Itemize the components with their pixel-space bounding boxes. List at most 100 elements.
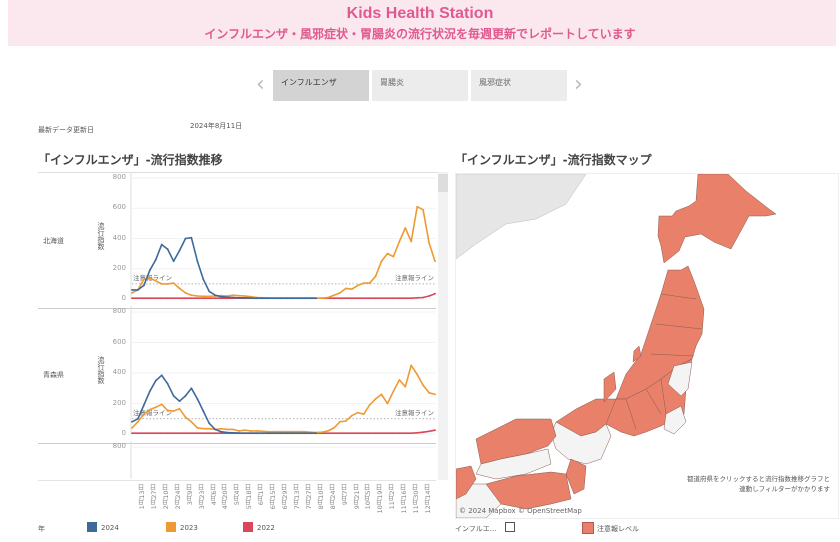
data-point-2023[interactable] bbox=[160, 403, 163, 406]
data-point-2023[interactable] bbox=[327, 296, 329, 299]
data-point-2023[interactable] bbox=[339, 292, 341, 294]
data-point-2023[interactable] bbox=[285, 430, 288, 433]
data-point-2024[interactable] bbox=[297, 297, 300, 300]
data-point-2024[interactable] bbox=[238, 296, 240, 299]
data-point-2023[interactable] bbox=[202, 295, 205, 298]
data-point-2023[interactable] bbox=[333, 427, 335, 429]
data-point-2024[interactable] bbox=[238, 432, 240, 434]
data-point-2024[interactable] bbox=[255, 297, 258, 300]
data-point-2023[interactable] bbox=[350, 414, 353, 417]
data-point-2022[interactable] bbox=[428, 430, 430, 433]
legend-label-2022[interactable]: 2022 bbox=[257, 524, 275, 532]
data-point-2023[interactable] bbox=[279, 430, 282, 433]
data-point-2024[interactable] bbox=[232, 296, 234, 299]
data-point-2022[interactable] bbox=[208, 297, 211, 300]
data-point-2022[interactable] bbox=[172, 432, 175, 435]
data-point-2024[interactable] bbox=[243, 296, 246, 299]
prefecture-honshu-north[interactable] bbox=[615, 265, 705, 400]
data-point-2024[interactable] bbox=[137, 289, 139, 291]
data-point-2024[interactable] bbox=[214, 294, 217, 297]
data-point-2023[interactable] bbox=[386, 252, 389, 255]
chevron-left-icon[interactable]: ‹ bbox=[256, 72, 265, 97]
data-point-2022[interactable] bbox=[154, 297, 157, 300]
data-point-2023[interactable] bbox=[356, 411, 359, 414]
data-point-2023[interactable] bbox=[208, 427, 211, 430]
data-point-2022[interactable] bbox=[434, 429, 436, 432]
data-point-2022[interactable] bbox=[214, 297, 217, 300]
data-point-2024[interactable] bbox=[297, 432, 300, 435]
data-point-2024[interactable] bbox=[208, 290, 211, 293]
data-point-2023[interactable] bbox=[249, 295, 252, 298]
data-point-2022[interactable] bbox=[380, 297, 383, 300]
prefecture-sado[interactable] bbox=[632, 345, 642, 363]
chevron-right-icon[interactable]: › bbox=[574, 72, 583, 97]
data-point-2023[interactable] bbox=[208, 295, 211, 298]
data-point-2024[interactable] bbox=[279, 297, 282, 300]
data-point-2022[interactable] bbox=[422, 431, 425, 434]
data-point-2023[interactable] bbox=[398, 240, 401, 243]
data-point-2024[interactable] bbox=[190, 387, 193, 390]
data-point-2024[interactable] bbox=[184, 237, 187, 240]
data-point-2023[interactable] bbox=[243, 295, 246, 297]
data-point-2023[interactable] bbox=[137, 420, 139, 423]
data-point-2024[interactable] bbox=[148, 390, 151, 393]
data-point-2022[interactable] bbox=[184, 297, 187, 300]
facet-label-hokkaido[interactable]: 北海道 bbox=[43, 237, 64, 245]
data-point-2022[interactable] bbox=[422, 296, 425, 299]
data-point-2024[interactable] bbox=[291, 297, 294, 300]
data-point-2022[interactable] bbox=[362, 297, 365, 300]
data-point-2023[interactable] bbox=[291, 430, 294, 433]
data-point-2023[interactable] bbox=[321, 297, 324, 300]
data-point-2023[interactable] bbox=[374, 398, 377, 400]
data-point-2023[interactable] bbox=[380, 393, 383, 396]
data-point-2023[interactable] bbox=[410, 240, 413, 243]
data-point-2022[interactable] bbox=[339, 297, 341, 300]
data-point-2022[interactable] bbox=[154, 432, 157, 435]
prefecture-map[interactable]: 都道府県をクリックすると流行指数推移グラフと 連動しフィルターがかかります © … bbox=[455, 173, 839, 519]
data-point-2022[interactable] bbox=[410, 297, 413, 300]
data-point-2023[interactable] bbox=[422, 208, 425, 211]
data-point-2024[interactable] bbox=[267, 432, 270, 435]
data-point-2023[interactable] bbox=[131, 292, 133, 294]
data-point-2023[interactable] bbox=[255, 430, 258, 432]
data-point-2023[interactable] bbox=[428, 391, 430, 394]
data-point-2023[interactable] bbox=[339, 420, 341, 423]
data-point-2022[interactable] bbox=[202, 432, 205, 435]
data-point-2023[interactable] bbox=[392, 390, 395, 393]
data-point-2024[interactable] bbox=[261, 432, 264, 435]
data-point-2023[interactable] bbox=[267, 430, 270, 433]
data-point-2024[interactable] bbox=[243, 432, 246, 435]
data-point-2024[interactable] bbox=[249, 297, 252, 299]
prefecture-kyushu[interactable] bbox=[456, 465, 477, 500]
data-point-2023[interactable] bbox=[220, 427, 223, 430]
data-point-2024[interactable] bbox=[190, 236, 193, 239]
prefecture-ibaraki[interactable] bbox=[667, 361, 693, 397]
data-point-2024[interactable] bbox=[137, 417, 139, 420]
data-point-2023[interactable] bbox=[232, 428, 234, 431]
prefecture-chugoku-south[interactable] bbox=[475, 448, 552, 480]
data-point-2022[interactable] bbox=[196, 432, 199, 435]
data-point-2023[interactable] bbox=[238, 294, 240, 297]
data-point-2024[interactable] bbox=[178, 400, 181, 403]
data-point-2022[interactable] bbox=[142, 432, 145, 435]
prefecture-noto[interactable] bbox=[603, 371, 617, 403]
data-point-2022[interactable] bbox=[386, 432, 389, 435]
data-point-2022[interactable] bbox=[196, 297, 199, 300]
data-point-2024[interactable] bbox=[220, 430, 223, 433]
data-point-2022[interactable] bbox=[374, 432, 377, 435]
data-point-2023[interactable] bbox=[344, 420, 347, 422]
tab-influenza[interactable]: インフルエンザ bbox=[273, 70, 369, 101]
data-point-2024[interactable] bbox=[285, 297, 288, 300]
data-point-2023[interactable] bbox=[333, 294, 335, 297]
data-point-2023[interactable] bbox=[362, 282, 365, 285]
data-point-2023[interactable] bbox=[196, 427, 199, 429]
data-point-2024[interactable] bbox=[178, 249, 181, 252]
data-point-2023[interactable] bbox=[184, 292, 187, 294]
data-point-2024[interactable] bbox=[184, 394, 187, 397]
prefecture-hokkaido[interactable] bbox=[657, 174, 777, 264]
data-point-2024[interactable] bbox=[148, 269, 151, 272]
data-point-2022[interactable] bbox=[380, 432, 383, 435]
data-point-2022[interactable] bbox=[333, 297, 335, 300]
data-point-2023[interactable] bbox=[261, 430, 264, 433]
data-point-2024[interactable] bbox=[315, 432, 318, 435]
